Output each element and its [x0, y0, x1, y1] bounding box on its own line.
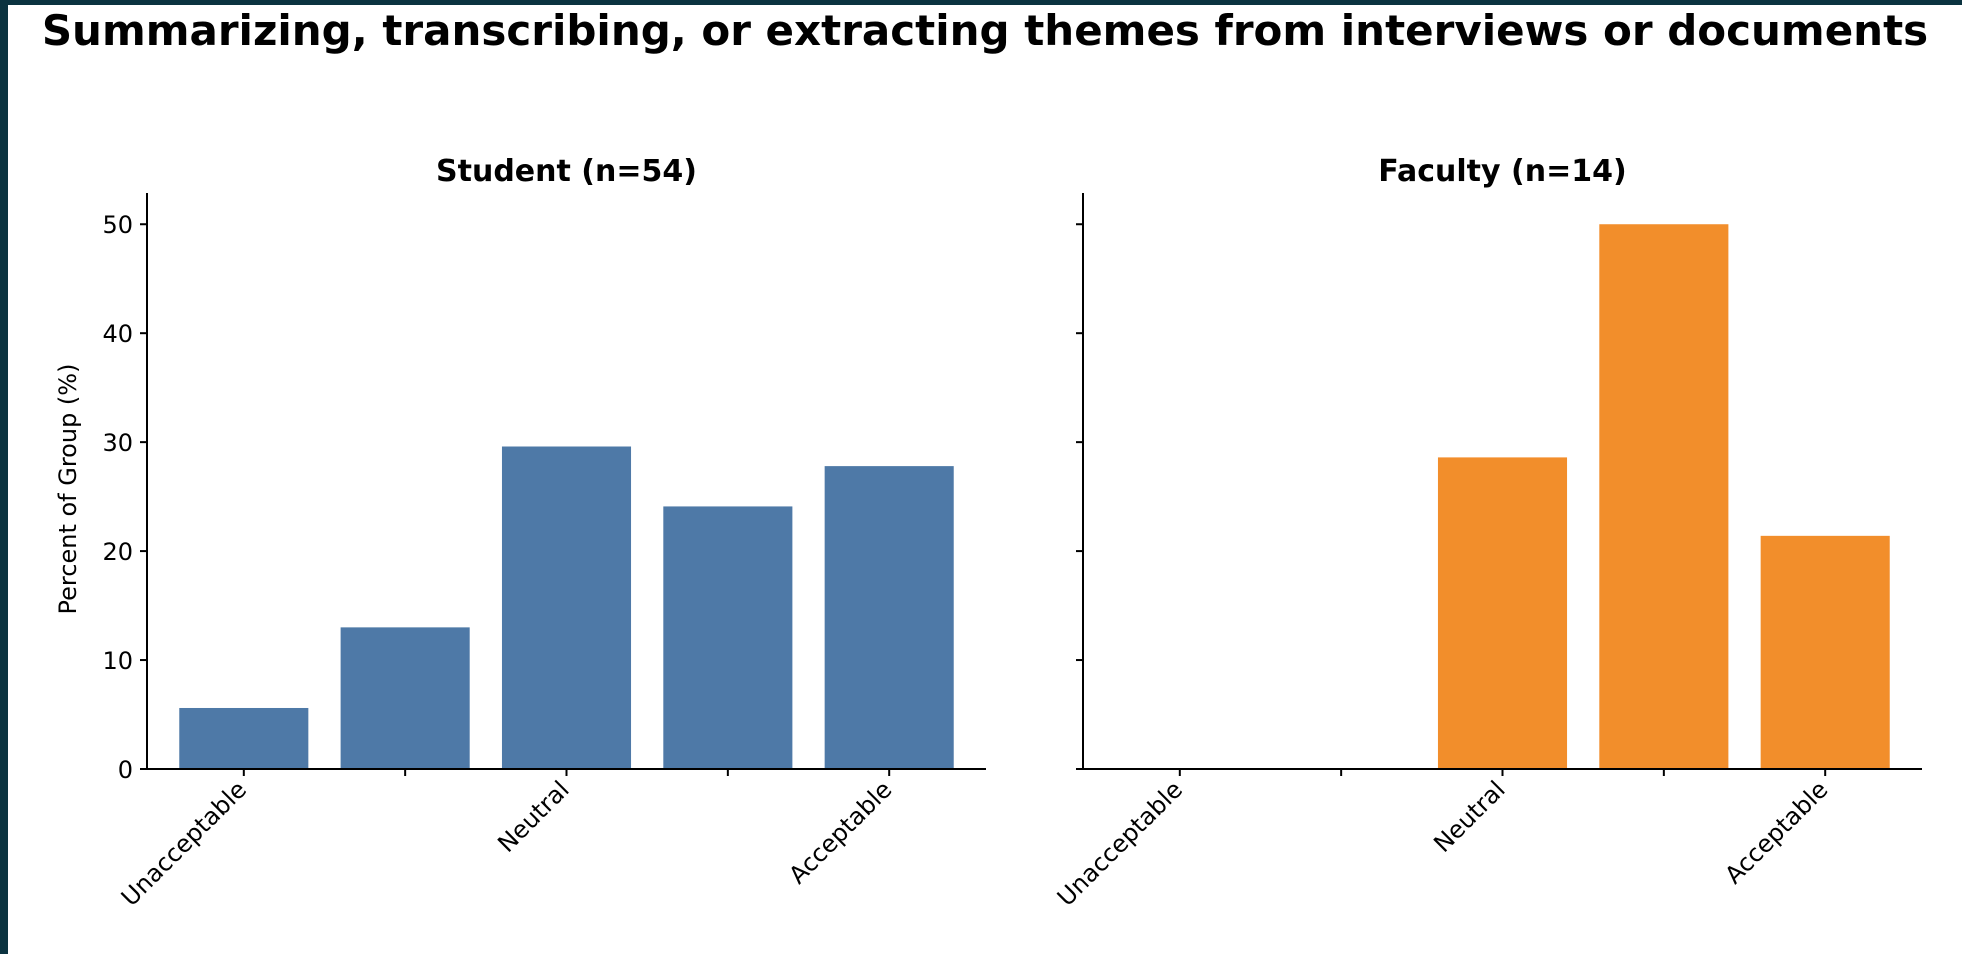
- faculty-bar-5: [1760, 535, 1890, 769]
- panels: 0 10 20 30 40 50 Unacceptable Neutral Acceptable…: [102, 193, 1922, 912]
- y-tick-label: 40: [102, 320, 133, 348]
- chart-frame: Summarizing, transcribing, or extracting…: [8, 5, 1962, 954]
- student-bar-5: [824, 466, 954, 769]
- student-x-tick-label: Acceptable: [783, 775, 897, 889]
- y-tick-label: 10: [102, 647, 133, 675]
- student-bar-3: [501, 446, 632, 769]
- y-tick-label: 20: [102, 538, 133, 566]
- student-bar-4: [663, 506, 793, 769]
- y-tick-label: 50: [102, 211, 133, 239]
- faculty-x-tick-label: Neutral: [1428, 775, 1510, 857]
- chart: Summarizing, transcribing, or extracting…: [42, 6, 1928, 912]
- faculty-bar-3: [1437, 457, 1568, 769]
- y-axis-label: Percent of Group (%): [54, 364, 82, 615]
- student-x-tick-label: Unacceptable: [116, 775, 252, 911]
- faculty-bar-4: [1599, 224, 1729, 769]
- student-bar-1: [179, 707, 309, 769]
- y-tick-label: 0: [118, 756, 133, 784]
- panel-title-student: Student (n=54): [436, 154, 697, 189]
- student-x-tick-label: Neutral: [492, 775, 574, 857]
- student-bar-2: [340, 627, 470, 769]
- chart-title: Summarizing, transcribing, or extracting…: [42, 6, 1928, 55]
- faculty-x-tick-label: Acceptable: [1719, 775, 1833, 889]
- panel-title-faculty: Faculty (n=14): [1378, 154, 1626, 189]
- y-tick-label: 30: [102, 429, 133, 457]
- faculty-x-tick-label: Unacceptable: [1052, 775, 1188, 911]
